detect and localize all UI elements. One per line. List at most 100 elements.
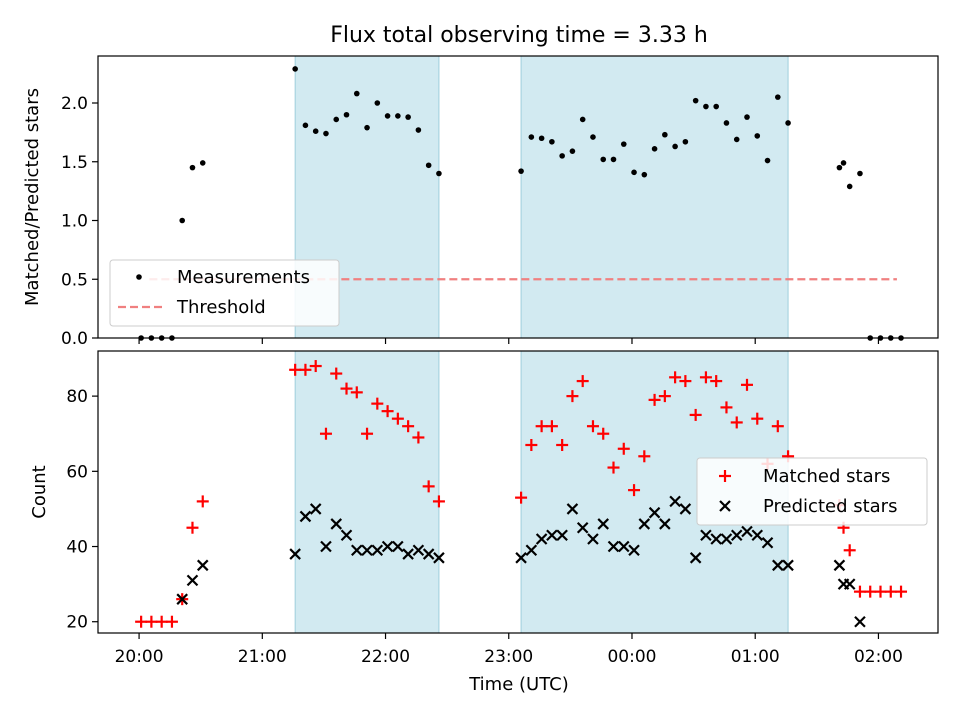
y-tick-label: 1.0	[61, 212, 88, 232]
x-axis-label: Time (UTC)	[468, 674, 569, 695]
measurement-point	[549, 138, 555, 145]
matched-star-point	[402, 420, 415, 433]
matched-star-point	[740, 378, 753, 391]
matched-star-point	[391, 412, 404, 425]
measurement-point	[538, 135, 545, 142]
measurement-point	[590, 134, 596, 140]
measurement-point	[651, 146, 658, 152]
predicted-star-point	[535, 533, 548, 545]
bottom-plot-frame	[97, 350, 939, 634]
predicted-star-point	[433, 552, 445, 564]
top-panel: 0.00.51.01.52.0 Matched/Predicted stars …	[22, 55, 939, 349]
top-legend-box	[109, 259, 340, 327]
predicted-star-point	[402, 548, 414, 560]
top-y-axis-label: Matched/Predicted stars	[22, 88, 43, 306]
y-tick-label: 40	[66, 538, 88, 558]
matched-star-point	[196, 495, 209, 508]
predicted-star-point	[833, 559, 846, 572]
predicted-star-point	[730, 529, 743, 542]
measurement-point	[785, 120, 791, 126]
observing-interval-shade	[295, 351, 439, 633]
measurement-point	[733, 136, 740, 143]
x-tick-label: 00:00	[607, 647, 656, 667]
matched-star-point	[350, 386, 363, 399]
predicted-star-point	[843, 578, 856, 590]
x-tick-label: 20:00	[115, 647, 164, 667]
x-tick-label: 02:00	[854, 647, 903, 667]
x-tick-label: 22:00	[361, 647, 410, 667]
matched-star-point	[689, 408, 702, 421]
predicted-star-point	[340, 529, 353, 542]
measurement-point	[620, 141, 627, 147]
matched-star-point	[566, 390, 579, 403]
x-tick-label: 01:00	[731, 647, 780, 667]
matched-star-point	[895, 585, 908, 598]
measurement-point	[425, 162, 432, 169]
top-plot-frame	[97, 55, 939, 339]
measurement-point	[682, 138, 689, 145]
predicted-star-point	[309, 503, 322, 515]
predicted-star-point	[515, 552, 527, 564]
matched-star-point	[874, 585, 887, 598]
predicted-star-point	[741, 525, 753, 538]
measurement-point	[754, 133, 761, 139]
matched-star-point	[432, 495, 445, 508]
predicted-star-point	[648, 506, 661, 519]
matched-star-point	[340, 382, 353, 395]
measurement-point	[364, 124, 370, 131]
measurement-point	[302, 122, 309, 129]
measurement-point	[292, 66, 298, 72]
matched-star-point	[381, 405, 394, 418]
predicted-star-point	[628, 544, 640, 557]
predicted-star-point	[659, 518, 671, 530]
measurement-point	[405, 114, 411, 120]
predicted-star-point	[525, 544, 538, 557]
y-tick-label: 2.0	[61, 94, 88, 114]
measurement-point	[846, 183, 853, 190]
measurement-point	[436, 170, 442, 177]
matched-star-point	[720, 401, 733, 414]
matched-star-point	[135, 615, 148, 628]
legend-matched-label: Matched stars	[763, 466, 890, 487]
predicted-star-point	[854, 615, 866, 628]
measurement-point	[179, 217, 186, 224]
chart-title: Flux total observing time = 3.33 h	[330, 23, 708, 48]
bottom-legend-box	[696, 457, 928, 526]
matched-star-point	[607, 461, 620, 474]
matched-star-point	[751, 412, 764, 425]
matched-star-point	[535, 420, 548, 433]
observing-interval-shade	[521, 56, 789, 338]
measurement-point	[600, 156, 607, 163]
predicted-star-point	[361, 544, 373, 557]
measurement-point	[631, 169, 637, 176]
x-tick-label: 21:00	[238, 647, 287, 667]
legend-measurements-marker	[136, 274, 142, 280]
predicted-star-point	[720, 533, 733, 545]
predicted-star-point	[546, 529, 558, 542]
predicted-star-point	[422, 548, 435, 560]
measurement-point	[312, 128, 319, 134]
predicted-star-point	[196, 559, 209, 572]
y-tick-label: 0.0	[61, 329, 88, 349]
measurement-point	[703, 103, 709, 110]
predicted-star-point	[350, 544, 363, 557]
y-tick-label: 60	[66, 462, 88, 482]
matched-star-point	[843, 544, 856, 557]
matched-star-point	[648, 393, 661, 406]
measurement-point	[333, 116, 340, 123]
measurement-point	[395, 113, 401, 119]
matched-star-point	[586, 420, 599, 433]
bottom-y-axis-label: Count	[29, 465, 50, 518]
matched-star-point	[638, 450, 651, 463]
matched-star-point	[361, 427, 374, 440]
matched-star-point	[155, 615, 168, 628]
y-tick-label: 20	[66, 613, 88, 633]
measurement-point	[672, 143, 678, 150]
predicted-star-point	[597, 518, 610, 530]
predicted-star-point	[772, 559, 784, 572]
top-legend: Measurements Threshold	[109, 259, 340, 327]
measurement-point	[764, 157, 771, 164]
predicted-star-point	[638, 518, 651, 530]
predicted-star-point	[371, 544, 384, 557]
predicted-star-point	[710, 533, 722, 545]
